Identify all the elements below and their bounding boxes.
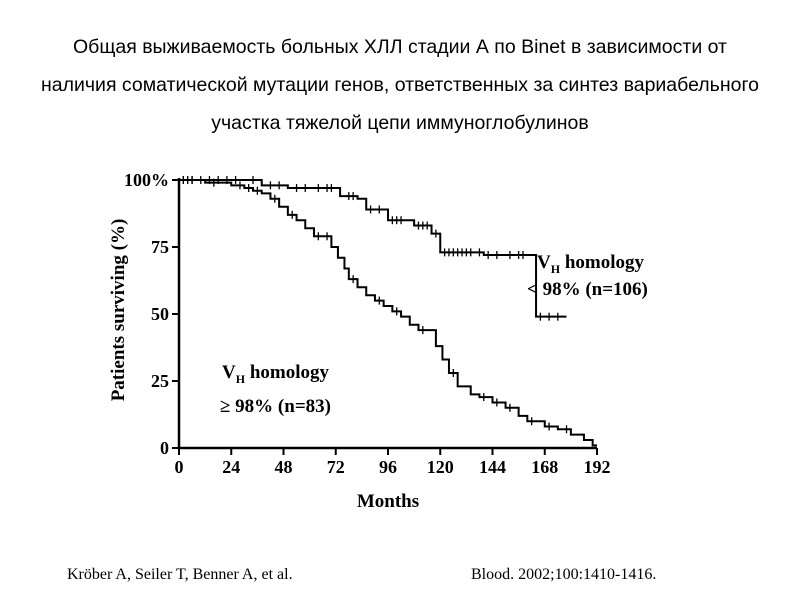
y-tick-label: 100% <box>124 170 169 190</box>
x-tick-label: 48 <box>275 457 293 477</box>
annotation-unmutated-rest: homology <box>560 252 644 273</box>
annotation-mutated-rest: homology <box>245 362 329 383</box>
y-ticks: 0 25 50 75 100% <box>124 170 179 458</box>
annotation-mutated-line2: ≥ 98% (n=83) <box>220 396 331 417</box>
x-axis-label: Months <box>357 491 419 512</box>
x-tick-label: 192 <box>584 457 611 477</box>
y-tick-label: 25 <box>151 371 169 391</box>
annotation-mutated-sub: H <box>236 372 246 386</box>
svg-text:VH homology: VH homology <box>537 252 645 276</box>
x-tick-label: 24 <box>222 457 240 477</box>
reference-authors: Kröber A, Seiler T, Benner A, et al. <box>67 566 293 583</box>
svg-text:VH homology: VH homology <box>222 362 330 386</box>
survival-chart: 0 24 48 72 96 120 144 168 192 0 25 50 75 100% Patien… <box>108 170 648 512</box>
x-ticks: 0 24 48 72 96 120 144 168 192 <box>175 448 611 477</box>
y-tick-label: 50 <box>151 304 169 324</box>
annotation-unmutated-sub: H <box>551 262 561 276</box>
x-tick-label: 120 <box>427 457 454 477</box>
y-tick-label: 0 <box>160 438 169 458</box>
x-tick-label: 96 <box>379 457 397 477</box>
survival-curve-1 <box>179 179 567 318</box>
x-tick-label: 144 <box>479 457 506 477</box>
x-tick-label: 72 <box>327 457 345 477</box>
series-layer <box>179 176 597 447</box>
slide-title: Общая выживаемость больных ХЛЛ стадии А … <box>41 36 759 134</box>
annotation-mutated: VH homology ≥ 98% (n=83) <box>220 362 331 417</box>
annotation-mutated-v: V <box>222 362 236 383</box>
annotation-unmutated: VH homology < 98% (n=106) <box>527 252 648 300</box>
annotation-unmutated-line2: < 98% (n=106) <box>527 279 648 300</box>
x-tick-label: 168 <box>531 457 558 477</box>
survival-curve-2 <box>179 179 597 447</box>
y-axis-label: Patients surviving (%) <box>108 219 129 402</box>
reference-citation: Blood. 2002;100:1410-1416. <box>471 566 657 583</box>
annotation-unmutated-v: V <box>537 252 551 273</box>
x-tick-label: 0 <box>175 457 184 477</box>
y-tick-label: 75 <box>151 237 169 257</box>
